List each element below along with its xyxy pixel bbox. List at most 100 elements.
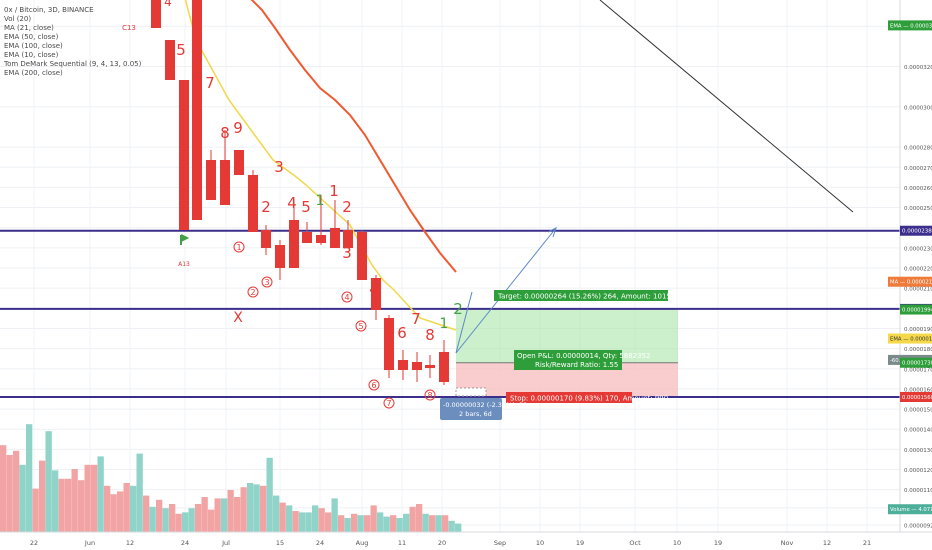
price-tick-15: 0.00001600 bbox=[904, 387, 932, 393]
volume-bar-34 bbox=[221, 498, 228, 532]
td-circle-4 bbox=[355, 320, 367, 332]
candle-body-1 bbox=[165, 40, 175, 80]
horizontal-levels[interactable] bbox=[0, 229, 900, 398]
td-circle-label-5: 6 bbox=[371, 381, 376, 390]
volume-bar-9 bbox=[58, 478, 65, 532]
td-count-18: 4 bbox=[369, 280, 379, 298]
time-tick-2: 12 bbox=[126, 539, 134, 547]
price-tick-17: 0.00001400 bbox=[904, 428, 932, 434]
td-circle-0 bbox=[233, 241, 245, 253]
projection-arrow-short bbox=[455, 291, 473, 354]
td-count-14: 1 bbox=[316, 193, 325, 209]
ema-fast-line bbox=[184, 0, 457, 331]
volume-bar-64 bbox=[416, 504, 423, 532]
td-count-4: 7 bbox=[205, 74, 215, 92]
candle-body-14 bbox=[343, 230, 353, 248]
volume-bar-38 bbox=[247, 483, 254, 532]
time-tick-15: 19 bbox=[714, 539, 722, 547]
price-tick-10: 0.00002100 bbox=[904, 287, 932, 293]
volume-bar-1 bbox=[6, 455, 13, 532]
price-tick-9: 0.00002200 bbox=[904, 267, 932, 273]
volume-bar-18 bbox=[117, 491, 124, 532]
time-tick-6: 24 bbox=[316, 539, 324, 547]
candle-body-22 bbox=[439, 352, 449, 378]
volume-bar-39 bbox=[253, 484, 260, 532]
volume-bar-37 bbox=[240, 487, 247, 532]
volume-bar-31 bbox=[201, 497, 208, 532]
time-tick-13: Oct bbox=[629, 539, 641, 547]
long-position-tool[interactable] bbox=[456, 309, 678, 397]
price-tag-text-1: MA — 0.00002132 bbox=[890, 280, 932, 286]
time-tick-7: Aug bbox=[356, 539, 369, 547]
price-tag-7 bbox=[888, 504, 932, 515]
candles bbox=[151, 0, 449, 385]
td-circle-7 bbox=[424, 389, 436, 401]
volume-bar-20 bbox=[130, 485, 137, 532]
volume-bars bbox=[0, 424, 462, 532]
candle-body-0 bbox=[151, 0, 161, 28]
time-tick-0: 22 bbox=[30, 539, 38, 547]
price-axis[interactable]: 0.000034000.000032000.000030000.00002800… bbox=[888, 0, 932, 532]
volume-bar-69 bbox=[448, 520, 455, 532]
price-tick-20: 0.00001100 bbox=[904, 488, 932, 494]
td-circle-3 bbox=[341, 291, 353, 303]
projection-arrowhead-long bbox=[547, 227, 557, 238]
candle-body-17 bbox=[384, 318, 394, 370]
price-tick-1: 0.00003200 bbox=[904, 65, 932, 71]
candle-body-15 bbox=[357, 232, 367, 280]
measure-box bbox=[455, 387, 487, 397]
td-count-24: 2 bbox=[453, 300, 463, 318]
volume-bar-28 bbox=[182, 512, 189, 532]
volume-bar-12 bbox=[78, 480, 85, 532]
price-tick-8: 0.00002300 bbox=[904, 246, 932, 252]
td-count-5: 8 bbox=[220, 124, 230, 142]
td-count-16: 2 bbox=[342, 198, 352, 216]
volume-bar-53 bbox=[344, 518, 351, 532]
td-circle-label-0: 1 bbox=[236, 243, 241, 252]
volume-bar-10 bbox=[65, 478, 72, 532]
volume-bar-29 bbox=[188, 508, 195, 532]
volume-bar-66 bbox=[429, 515, 436, 532]
volume-bar-70 bbox=[455, 523, 462, 532]
price-tag-2 bbox=[888, 333, 932, 344]
td-count-1: C13 bbox=[122, 24, 136, 32]
price-tag-text-4: 0.00001730 bbox=[902, 361, 932, 367]
td-count-15: 1 bbox=[329, 182, 339, 200]
time-axis[interactable]: 22 Jun 12 24 Jul 15 24 Aug 11 20 Sep 10 19 Oct 10 19 Nov… bbox=[0, 531, 932, 550]
level-price-tag-0 bbox=[900, 225, 932, 236]
volume-bar-17 bbox=[110, 494, 117, 532]
flag-marker bbox=[180, 234, 190, 245]
time-tick-3: 24 bbox=[181, 539, 189, 547]
volume-bar-55 bbox=[357, 515, 364, 532]
volume-bar-54 bbox=[351, 513, 358, 532]
td-count-17: 3 bbox=[342, 244, 352, 262]
volume-bar-16 bbox=[104, 485, 111, 532]
time-tick-4: Jul bbox=[221, 539, 230, 547]
td-circle-label-2: 3 bbox=[264, 278, 269, 287]
target-label: Target: 0.00000264 (15.26%) 264, Amount:… bbox=[494, 290, 682, 301]
candle-body-20 bbox=[425, 365, 435, 368]
candle-body-5 bbox=[220, 160, 230, 205]
td-circle-5 bbox=[368, 379, 380, 391]
price-tag-text-5: 0.00001560 bbox=[902, 395, 932, 401]
volume-bar-25 bbox=[162, 508, 169, 532]
volume-bar-6 bbox=[39, 460, 46, 532]
volume-bar-21 bbox=[136, 453, 143, 532]
volume-bar-0 bbox=[0, 445, 7, 532]
trend-line[interactable] bbox=[599, 0, 854, 213]
td-count-21: 7 bbox=[411, 310, 421, 328]
volume-bar-42 bbox=[273, 495, 280, 532]
td-count-19: 5 bbox=[383, 324, 393, 342]
volume-bar-44 bbox=[286, 505, 293, 532]
td-count-11: 3 bbox=[274, 158, 284, 176]
symbol-title: 0x / Bitcoin, 3D, BINANCE bbox=[4, 6, 94, 14]
grid bbox=[0, 0, 900, 532]
pnl-label: Open P&L: 0.00000014, Qty: 5882352Risk/R… bbox=[514, 350, 651, 370]
stop-label-bg bbox=[506, 392, 632, 403]
volume-bar-48 bbox=[312, 505, 319, 532]
td-count-3: 6 bbox=[192, 66, 202, 84]
volume-bar-5 bbox=[32, 488, 39, 532]
volume-bar-43 bbox=[279, 502, 286, 532]
volume-bar-65 bbox=[422, 513, 429, 532]
